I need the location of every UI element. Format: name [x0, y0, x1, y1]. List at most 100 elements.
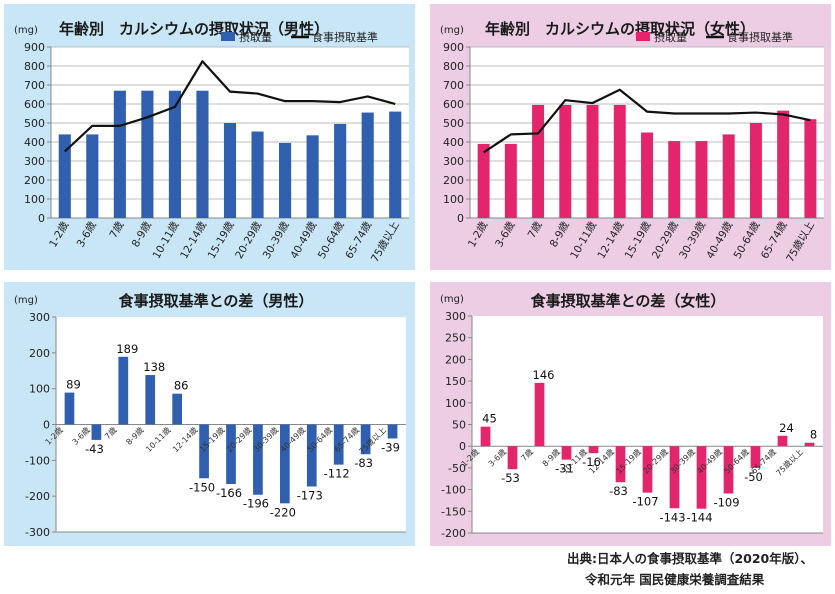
chart-title: 食事摂取基準との差（男性）: [119, 292, 314, 310]
bar-intake: [613, 104, 626, 218]
bar-difference: [226, 424, 236, 484]
bar-difference: [561, 446, 572, 460]
data-label: -220: [270, 505, 296, 519]
chart-title: 食事摂取基準との差（女性）: [531, 292, 726, 310]
source-note: 出典:日本人の食事摂取基準（2020年版）、 令和元年 国民健康栄養調査結果: [567, 548, 813, 590]
y-tick-label: 0: [457, 212, 464, 225]
chart-svg: 食事摂取基準との差（男性） (mg) 300 200 100 0 -100 -200 -300 8…: [4, 282, 415, 546]
y-unit-label: (mg): [14, 25, 38, 36]
data-label: -109: [713, 496, 739, 510]
legend-label-bar: 摂取量: [239, 30, 272, 44]
y-tick-label: 300: [24, 155, 45, 168]
y-tick-label: 400: [24, 136, 45, 149]
data-label: 45: [482, 412, 497, 426]
data-label: 8: [810, 428, 817, 442]
bar-difference: [723, 446, 734, 494]
source-line-2: 令和元年 国民健康栄養調査結果: [584, 572, 765, 587]
chart-title: 年齢別 カルシウムの摂取状況（男性）: [59, 20, 329, 38]
bar-intake: [504, 143, 517, 218]
bar-difference: [696, 446, 707, 509]
chart-svg: 年齢別 カルシウムの摂取状況（女性） (mg) 0 100 200 300 400 500 60…: [430, 4, 831, 270]
bar-difference: [777, 435, 788, 447]
y-tick-label: -300: [25, 526, 50, 539]
bar-intake: [334, 123, 347, 218]
bar-difference: [588, 446, 599, 454]
y-tick-label: -50: [448, 462, 466, 475]
bar-intake: [389, 111, 402, 218]
bar-difference: [480, 426, 491, 447]
y-tick-label: 500: [24, 117, 45, 130]
female-intake-chart-panel: 年齢別 カルシウムの摂取状況（女性） (mg) 0 100 200 300 400 500 60…: [430, 4, 831, 270]
y-tick-label: 700: [443, 79, 464, 92]
plot-area: [472, 316, 823, 533]
data-label: -144: [686, 511, 712, 525]
data-label: -143: [659, 510, 685, 524]
bar-difference: [280, 424, 290, 504]
y-tick-label: -100: [441, 484, 466, 497]
source-line-1: 出典:日本人の食事摂取基準（2020年版）、: [566, 551, 813, 566]
y-unit-label: (mg): [440, 294, 464, 305]
bar-intake: [722, 134, 735, 218]
y-tick-label: 50: [452, 419, 466, 432]
y-tick-label: 100: [445, 397, 466, 410]
data-label: -107: [632, 495, 658, 509]
y-tick-label: 200: [443, 174, 464, 187]
bar-intake: [586, 104, 599, 218]
bar-intake: [251, 131, 264, 218]
bar-difference: [64, 392, 75, 425]
y-tick-label: 0: [43, 419, 50, 432]
y-tick-label: 100: [443, 193, 464, 206]
y-tick-label: 200: [24, 174, 45, 187]
legend-swatch-bar: [636, 32, 650, 41]
bar-difference: [642, 446, 653, 493]
y-tick-label: 600: [443, 98, 464, 111]
bar-intake: [804, 119, 817, 218]
data-label: -31: [555, 462, 574, 476]
bar-intake: [749, 123, 762, 218]
bar-difference: [333, 424, 344, 465]
y-tick-label: 800: [443, 60, 464, 73]
bar-intake: [168, 90, 181, 218]
bar-difference: [804, 442, 815, 447]
y-tick-label: 700: [24, 79, 45, 92]
bar-intake: [306, 135, 319, 218]
y-tick-label: 100: [24, 193, 45, 206]
bar-difference: [534, 382, 545, 447]
bar-difference: [669, 446, 680, 509]
y-tick-label: 150: [445, 375, 466, 388]
data-label: -166: [216, 486, 242, 500]
y-tick-label: 0: [38, 212, 45, 225]
y-tick-label: 250: [445, 332, 466, 345]
bar-intake: [559, 104, 572, 218]
y-tick-label: 0: [459, 440, 466, 453]
data-label: 138: [143, 360, 165, 374]
data-label: -43: [85, 442, 104, 456]
y-tick-label: 400: [443, 136, 464, 149]
male-intake-chart-panel: 年齢別 カルシウムの摂取状況（男性） (mg) 0 100 200 300 400 500 60…: [4, 4, 415, 270]
data-label: -173: [297, 488, 323, 502]
bar-intake: [141, 90, 154, 218]
y-unit-label: (mg): [14, 295, 38, 306]
y-tick-label: 200: [445, 353, 466, 366]
y-tick-label: -200: [25, 490, 50, 503]
bar-difference: [91, 424, 102, 440]
y-tick-label: 600: [24, 98, 45, 111]
chart-svg: 食事摂取基準との差（女性） (mg) 300 250 200 150 100 50 0 -50 -1…: [430, 282, 831, 546]
data-label: -83: [354, 456, 373, 470]
bar-intake: [113, 90, 126, 218]
legend-swatch-bar: [221, 32, 235, 41]
y-tick-label: 800: [24, 60, 45, 73]
bar-difference: [615, 446, 626, 483]
bar-intake: [777, 110, 790, 218]
y-tick-label: 900: [24, 41, 45, 54]
bar-intake: [695, 141, 708, 218]
y-tick-label: 500: [443, 117, 464, 130]
data-label: 189: [116, 342, 138, 356]
data-label: -150: [189, 480, 215, 494]
bar-intake: [477, 143, 490, 218]
bar-difference: [145, 375, 156, 425]
male-difference-chart-panel: 食事摂取基準との差（男性） (mg) 300 200 100 0 -100 -200 -300 8…: [4, 282, 415, 546]
data-label: 24: [779, 421, 794, 435]
bar-intake: [223, 123, 237, 218]
y-tick-label: 300: [445, 310, 466, 323]
